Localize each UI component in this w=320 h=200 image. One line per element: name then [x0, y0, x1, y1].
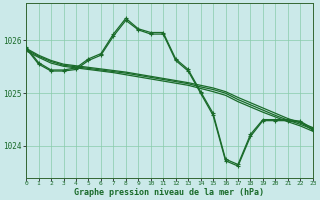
X-axis label: Graphe pression niveau de la mer (hPa): Graphe pression niveau de la mer (hPa): [75, 188, 264, 197]
